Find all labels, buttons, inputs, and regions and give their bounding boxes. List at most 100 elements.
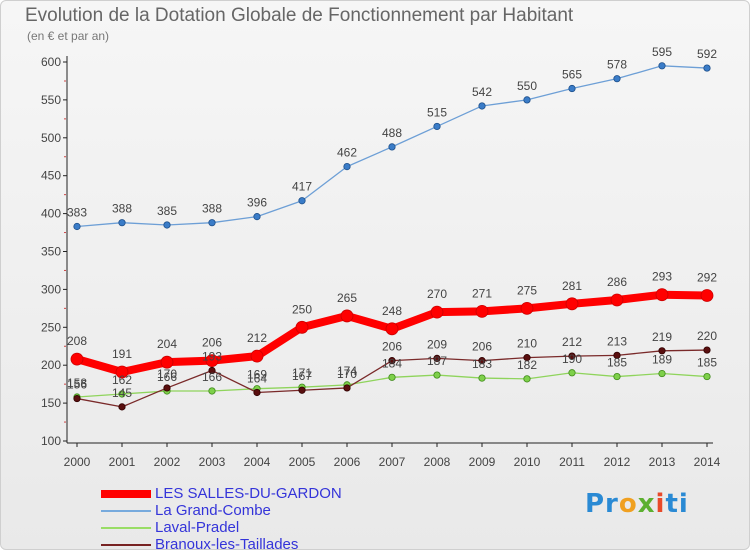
data-label-s3-5: 167	[292, 369, 312, 383]
data-point-s1-11	[568, 84, 576, 93]
data-label-s1-0: 383	[67, 205, 87, 219]
data-label-s3-14: 220	[697, 329, 717, 343]
data-point-s2-13	[658, 369, 666, 378]
x-tick-label: 2003	[199, 455, 226, 469]
data-point-s0-1	[115, 365, 129, 379]
data-point-s1-9	[478, 102, 486, 110]
data-point-s0-4	[250, 349, 264, 363]
data-point-s3-5	[298, 386, 306, 394]
y-tick-label: 550	[41, 93, 61, 107]
data-point-s0-6	[340, 309, 354, 323]
data-label-s1-12: 578	[607, 58, 627, 72]
x-tick-label: 2005	[289, 455, 316, 469]
data-point-s1-13	[658, 62, 666, 70]
data-label-s2-10: 182	[517, 358, 537, 372]
data-label-s1-11: 565	[562, 68, 582, 82]
legend-swatch-branoux-les-taillades	[101, 544, 151, 546]
data-label-s1-13: 595	[652, 45, 672, 59]
data-label-s2-5: 171	[292, 366, 312, 380]
data-label-s0-4: 212	[247, 331, 267, 345]
data-label-s0-0: 208	[67, 334, 87, 348]
data-point-s1-1	[118, 219, 126, 227]
data-point-s1-3	[208, 219, 216, 227]
x-tick-label: 2001	[109, 455, 136, 469]
data-point-s3-13	[658, 347, 666, 355]
y-tick-label: 250	[41, 320, 61, 334]
data-point-s0-8	[430, 305, 444, 319]
logo-part-4: i	[655, 489, 666, 519]
data-point-s2-7	[388, 373, 396, 381]
data-label-s2-7: 184	[382, 356, 402, 370]
y-tick-label: 600	[41, 55, 61, 69]
data-point-s3-11	[568, 352, 576, 360]
data-point-s0-7	[385, 322, 399, 336]
data-point-s3-10	[523, 354, 531, 362]
data-label-s2-1: 162	[112, 373, 132, 387]
data-label-s1-7: 488	[382, 126, 402, 140]
data-label-s1-5: 417	[292, 180, 312, 194]
data-point-s0-10	[520, 301, 534, 315]
data-point-s3-6	[343, 384, 351, 392]
x-tick-label: 2013	[649, 455, 676, 469]
data-point-s3-9	[478, 357, 486, 365]
legend-label-les-salles-du-gardon: LES SALLES-DU-GARDON	[155, 485, 342, 502]
data-label-s2-4: 169	[247, 368, 267, 382]
data-label-s3-9: 206	[472, 340, 492, 354]
data-point-s0-12	[610, 293, 624, 307]
data-point-s1-2	[163, 221, 171, 229]
y-tick-label: 500	[41, 131, 61, 145]
chart-subtitle: (en € et par an)	[27, 29, 110, 43]
x-tick-label: 2011	[559, 455, 585, 469]
data-label-s0-11: 281	[562, 279, 582, 293]
data-point-s2-14	[703, 372, 711, 381]
data-label-s0-13: 293	[652, 270, 672, 284]
data-point-s2-10	[523, 375, 531, 383]
data-label-s2-8: 187	[427, 354, 447, 368]
data-label-s1-4: 396	[247, 196, 267, 210]
data-label-s2-13: 189	[652, 353, 672, 367]
data-label-s3-13: 219	[652, 330, 672, 344]
data-label-s3-10: 210	[517, 337, 537, 351]
x-tick-label: 2008	[424, 455, 451, 469]
data-label-s0-6: 265	[337, 291, 357, 305]
data-point-s0-3	[205, 354, 219, 368]
data-point-s3-7	[388, 357, 396, 365]
y-tick-label: 300	[41, 282, 61, 296]
logo-part-2: o	[618, 489, 638, 519]
legend-label-branoux-les-taillades: Branoux-les-Taillades	[155, 536, 299, 550]
x-tick-label: 2012	[604, 455, 631, 469]
chart-title: Evolution de la Dotation Globale de Fonc…	[25, 5, 574, 26]
data-label-s2-9: 183	[472, 357, 492, 371]
data-label-s1-14: 592	[697, 47, 717, 61]
data-point-s3-1	[118, 403, 126, 411]
x-tick-label: 2002	[154, 455, 181, 469]
y-tick-label: 100	[41, 434, 61, 448]
data-point-s1-8	[433, 122, 441, 131]
data-label-s3-8: 209	[427, 337, 447, 351]
y-tick-label: 400	[41, 207, 61, 221]
y-tick-label: 150	[41, 396, 61, 410]
data-point-s2-1	[118, 390, 126, 398]
data-point-s3-14	[703, 346, 711, 354]
legend-label-laval-pradel: Laval-Pradel	[155, 519, 240, 536]
data-point-s2-3	[208, 387, 216, 395]
y-tick-label: 450	[41, 169, 61, 183]
data-label-s0-1: 191	[112, 347, 132, 361]
data-label-s3-12: 213	[607, 334, 627, 348]
data-labels: 208 191 204 206 212 250 265 248 270 271 275 281 286 2…	[67, 45, 717, 400]
data-label-s3-2: 170	[157, 367, 177, 381]
axes: 100 150 200 250 300 350 400 450 500 550 600 2000 200…	[41, 55, 721, 469]
data-point-s2-11	[568, 369, 576, 377]
data-label-s0-5: 250	[292, 302, 312, 316]
data-label-s2-2: 166	[157, 370, 177, 384]
x-tick-label: 2009	[469, 455, 496, 469]
data-label-s0-3: 206	[202, 336, 222, 350]
data-point-s1-6	[343, 163, 351, 171]
logo-part-3: x	[637, 489, 656, 519]
data-label-s0-7: 248	[382, 304, 402, 318]
data-label-s3-3: 193	[202, 350, 222, 364]
data-label-s1-8: 515	[427, 105, 447, 119]
x-tick-label: 2007	[379, 455, 406, 469]
